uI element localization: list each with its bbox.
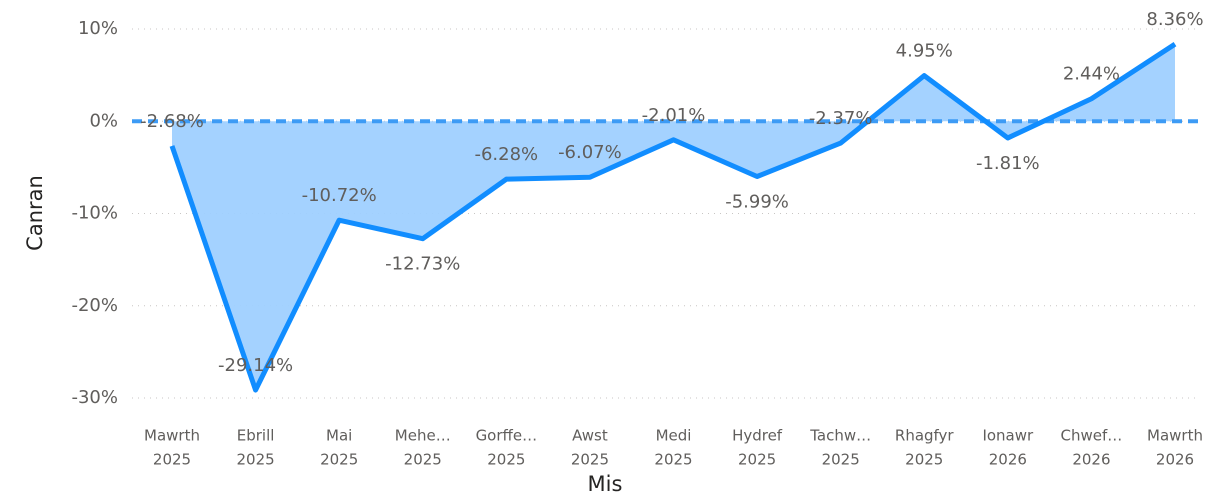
data-label: -10.72% [302, 185, 377, 206]
x-tick-label: 2025 [487, 451, 525, 469]
x-tick-label: 2026 [1156, 451, 1194, 469]
x-tick-label: Mawrth [1147, 427, 1203, 445]
x-tick-label: Ionawr [982, 427, 1034, 445]
x-tick-label: Tachw… [809, 427, 871, 445]
x-tick-label: Ebrill [237, 427, 275, 445]
x-tick-label: Mehe… [395, 427, 451, 445]
x-tick-label: Gorffe… [476, 427, 538, 445]
data-label: -12.73% [385, 254, 460, 275]
x-tick-label: 2025 [738, 451, 776, 469]
x-tick-label: Hydref [732, 427, 783, 445]
x-tick-label: 2025 [571, 451, 609, 469]
data-label: -2.37% [809, 108, 873, 129]
x-tick-label: Medi [656, 427, 692, 445]
x-tick-label: Chwef… [1061, 427, 1123, 445]
x-tick-label: 2025 [905, 451, 943, 469]
x-tick-label: 2025 [153, 451, 191, 469]
y-tick-label: 0% [89, 110, 118, 131]
data-label: -6.07% [558, 142, 622, 163]
x-tick-label: Awst [572, 427, 608, 445]
x-tick-label: Rhagfyr [895, 427, 955, 445]
y-tick-label: -20% [71, 295, 118, 316]
data-label: -2.01% [642, 105, 706, 126]
data-label: -6.28% [474, 144, 538, 165]
data-label: -29.14% [218, 355, 293, 376]
y-tick-label: -30% [71, 387, 118, 408]
data-label: 8.36% [1146, 9, 1203, 30]
data-label: -1.81% [976, 153, 1040, 174]
data-label: -2.68% [140, 111, 204, 132]
x-tick-label: Mai [326, 427, 352, 445]
x-tick-label: 2026 [989, 451, 1027, 469]
data-label: 4.95% [896, 41, 953, 62]
x-tick-label: 2025 [236, 451, 274, 469]
y-tick-label: -10% [71, 203, 118, 224]
y-axis-title: Canran [23, 175, 47, 251]
x-tick-label: 2026 [1072, 451, 1110, 469]
x-tick-label: 2025 [404, 451, 442, 469]
x-tick-label: 2025 [822, 451, 860, 469]
line [169, 42, 1177, 393]
x-tick-label: Mawrth [144, 427, 200, 445]
y-tick-label: 10% [78, 18, 118, 39]
data-label: -5.99% [725, 192, 789, 213]
x-tick-label: 2025 [654, 451, 692, 469]
data-label: 2.44% [1063, 64, 1120, 85]
area [172, 44, 1175, 391]
x-axis-title: Mis [588, 472, 623, 496]
x-tick-label: 2025 [320, 451, 358, 469]
